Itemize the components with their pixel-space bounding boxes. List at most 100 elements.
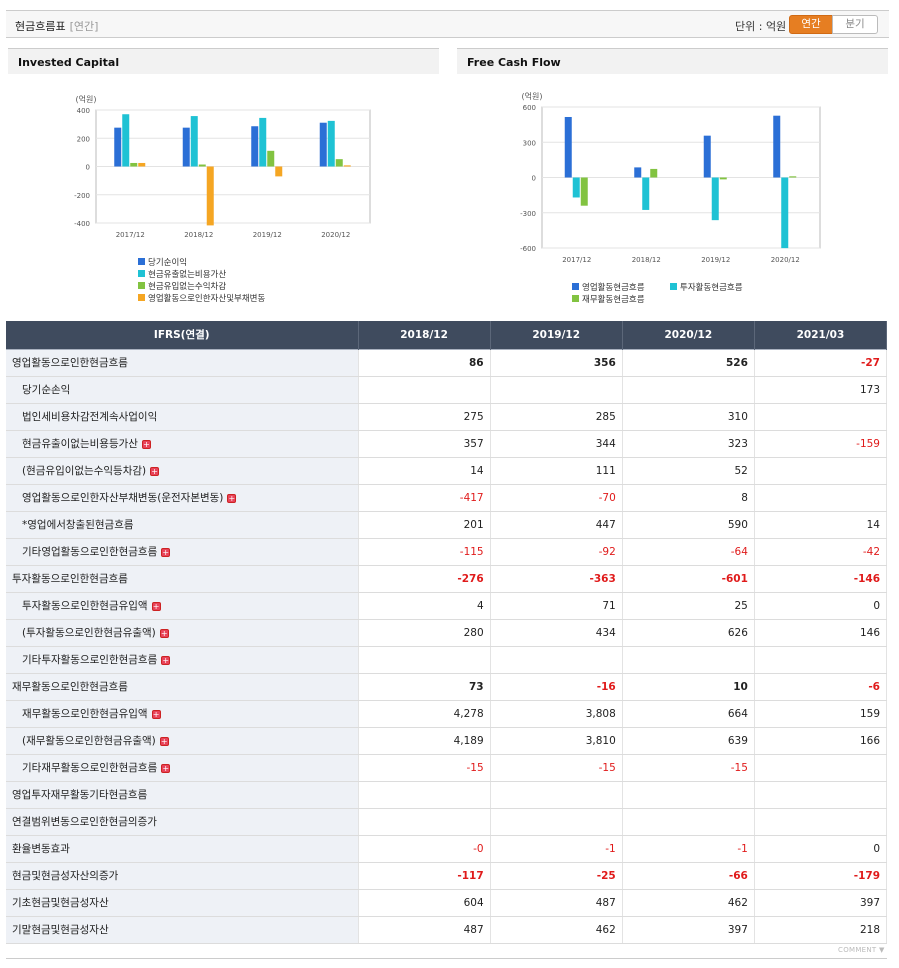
table-cell: -64 [622,538,755,566]
table-cell: 434 [490,619,623,647]
table-cell [754,484,888,512]
bar [650,168,658,178]
table-cell: 397 [622,916,755,944]
table-body: 영업활동으로인한현금흐름 86 356 526 -27 당기순손익 173 법인세비용차감전계… [6,348,888,944]
comment-toggle[interactable]: COMMENT ▼ [838,946,885,954]
x-tick-label: 2019/12 [253,231,282,239]
table-cell [754,808,888,836]
row-label-text: 기타영업활동으로인한현금흐름 [22,546,158,558]
row-label: 법인세비용차감전계속사업이익 [6,403,359,431]
table-cell [754,457,888,485]
row-label: 투자활동으로인한현금흐름 [6,564,359,593]
row-label: 투자활동으로인한현금유입액 + [6,592,359,620]
annual-toggle-button[interactable]: 연간 [789,15,833,34]
bar [190,116,198,167]
row-label: *영업에서창출된현금흐름 [6,511,359,539]
table-row: 재무활동으로인한현금흐름 73 -16 10 -6 [6,672,888,701]
bar [781,177,789,249]
legend-swatch [138,258,145,265]
table-cell: 285 [490,403,623,431]
expand-plus-icon[interactable]: + [151,602,161,611]
row-label-text: (현금유입이없는수익등차감) [22,465,147,477]
table-cell [490,808,623,836]
bar [572,177,580,198]
table-cell [358,376,491,404]
row-label: 재무활동으로인한현금흐름 [6,672,359,701]
bar [335,159,343,167]
table-cell [358,646,491,674]
bar [642,177,650,210]
table-cell: 25 [622,592,755,620]
legend-swatch [138,294,145,301]
y-tick-label: -600 [520,245,536,253]
legend-label: 현금유입없는수익차감 [148,281,226,292]
row-label-text: 법인세비용차감전계속사업이익 [22,411,158,423]
table-row: 영업투자재무활동기타현금흐름 [6,781,888,809]
bar [122,114,130,167]
bar [198,164,206,167]
table-row: 법인세비용차감전계속사업이익 275 285 310 [6,403,888,431]
x-tick-label: 2020/12 [771,256,800,264]
table-cell [490,376,623,404]
table-cell: -146 [754,564,888,593]
expand-plus-icon[interactable]: + [161,548,171,557]
bar [130,162,138,167]
table-cell: 664 [622,700,755,728]
expand-plus-icon[interactable]: + [159,737,169,746]
table-row: 영업활동으로인한현금흐름 86 356 526 -27 [6,348,888,377]
table-cell: 487 [490,889,623,917]
x-tick-label: 2020/12 [321,231,350,239]
table-cell: 0 [754,592,888,620]
table-cell: 397 [754,889,888,917]
table-cell [490,781,623,809]
chart-title: Free Cash Flow [457,48,888,74]
bar [580,177,588,206]
expand-plus-icon[interactable]: + [150,467,160,476]
y-axis-label: (억원) [76,94,97,104]
y-tick-label: -200 [74,192,90,200]
table-cell [490,646,623,674]
table-cell: 52 [622,457,755,485]
y-tick-label: 600 [523,104,536,112]
quarter-toggle-button[interactable]: 분기 [832,15,878,34]
row-label: 기타재무활동으로인한현금흐름 + [6,754,359,782]
free-cash-flow-chart: Free Cash Flow 600 300 0 -300 -600 (억원) 2017/1… [457,48,888,316]
expand-plus-icon[interactable]: + [227,494,237,503]
bottom-divider [6,958,887,959]
table-row: 기초현금및현금성자산 604 487 462 397 [6,889,888,917]
table-cell: 14 [358,457,491,485]
table-cell: 310 [622,403,755,431]
expand-plus-icon[interactable]: + [151,710,161,719]
table-cell [622,808,755,836]
y-tick-label: 400 [77,107,90,115]
row-label-text: 재무활동으로인한현금유입액 [22,708,148,720]
table-cell: -15 [358,754,491,782]
expand-plus-icon[interactable]: + [159,629,169,638]
expand-plus-icon[interactable]: + [161,656,171,665]
row-label: 재무활동으로인한현금유입액 + [6,700,359,728]
table-row: 기타투자활동으로인한현금흐름 + [6,646,888,674]
table-cell: 3,808 [490,700,623,728]
bar [259,117,267,167]
table-row: 영업활동으로인한자산부채변동(운전자본변동) + -417 -70 8 [6,484,888,512]
table-cell: 173 [754,376,888,404]
table-cell: -16 [490,672,623,701]
legend-label: 당기순이익 [148,257,187,268]
table-cell [754,403,888,431]
table-cell: 462 [622,889,755,917]
legend-label: 영업활동현금흐름 [582,282,645,293]
table-cell [622,781,755,809]
x-tick-label: 2018/12 [184,231,213,239]
table-cell: -363 [490,564,623,593]
table-cell: 10 [622,672,755,701]
expand-plus-icon[interactable]: + [161,764,171,773]
table-cell: -1 [622,835,755,863]
row-label-text: 영업투자재무활동기타현금흐름 [12,789,148,801]
bar [327,120,335,167]
table-cell: -276 [358,564,491,593]
row-label: 기초현금및현금성자산 [6,889,359,917]
table-cell: -92 [490,538,623,566]
expand-plus-icon[interactable]: + [141,440,151,449]
invested-capital-chart-svg: 400 200 0 -200 -400 (억원) 2017/12 2018/12 2019/12… [74,94,371,304]
legend-label: 영업활동으로인한자산및부채변동 [148,293,265,304]
